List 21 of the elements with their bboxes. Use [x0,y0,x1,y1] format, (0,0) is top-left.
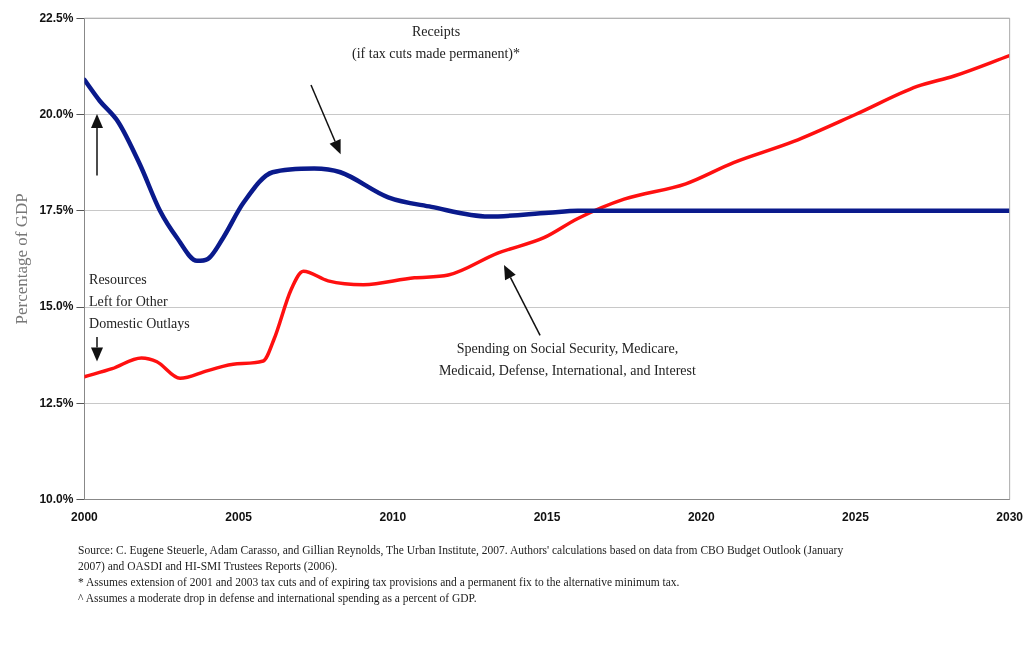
y-tick-label: 12.5% [39,395,74,410]
x-tick-label: 2005 [225,510,253,525]
y-axis-title: Percentage of GDP [11,193,31,325]
y-tick-label: 10.0% [39,491,74,506]
annotation: Spending on Social Security, Medicare, Medicaid, Defense, International, and Interest [438,340,696,381]
x-tick-label: 2030 [996,510,1024,525]
x-tick-label: 2010 [379,510,407,525]
annotation: Resources Left for Other Domestic Outlays [89,270,190,333]
annotation: Receipts (if tax cuts made permanent)* [352,22,520,63]
y-tick-label: 15.0% [39,299,74,314]
y-tick-label: 22.5% [39,10,74,25]
x-tick-label: 2000 [71,510,99,525]
line-series [84,77,1010,264]
y-tick-label: 20.0% [39,106,74,121]
y-tick-label: 17.5% [39,203,74,218]
x-tick-label: 2015 [533,510,561,525]
x-tick-label: 2025 [842,510,870,525]
text: * Assumes extension of 2001 and 2003 tax cuts and of expiring tax provisions and a permanent fix to the alternative minimum tax. [78,575,681,590]
source-note: Source: C. Eugene Steuerle, Adam Carasso, and Gillian Reynolds, The Urban Institute, 2007. Authors' calculations based on data from CBO Budget Outlook (January 2007) and OASDI and HI-SMI Trustees Reports (2006). [78,543,845,574]
text: ^ Assumes a moderate drop in defense and international spending as a percent of GDP. [78,591,478,606]
x-tick-label: 2020 [687,510,715,525]
